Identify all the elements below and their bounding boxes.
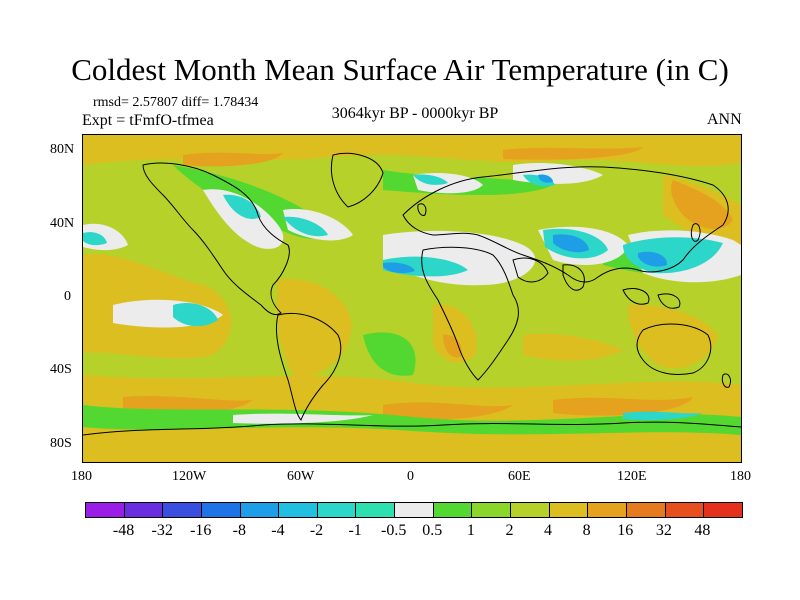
colorbar-label-1: -32 xyxy=(151,522,173,539)
colorbar-label-15: 48 xyxy=(694,522,711,539)
colorbar-label-4: -4 xyxy=(271,522,285,539)
colorbar-label-9: 1 xyxy=(466,522,475,539)
colorbar-box-5 xyxy=(279,503,318,517)
colorbar-label-11: 4 xyxy=(544,522,553,539)
hot-patches xyxy=(123,147,733,420)
colorbar-box-0 xyxy=(86,503,125,517)
colorbar-box-11 xyxy=(511,503,550,517)
coastlines xyxy=(83,152,741,436)
experiment-label: Expt = tFmfO-tfmea xyxy=(82,112,214,129)
period-label: 3064kyr BP - 0000kyr BP xyxy=(331,105,499,122)
colorbar-label-14: 32 xyxy=(655,522,672,539)
x-label-120w: 120W xyxy=(172,469,207,484)
stats-text: rmsd= 2.57807 diff= 1.78434 xyxy=(93,95,259,110)
colorbar-label-6: -1 xyxy=(348,522,362,539)
colorbar-label-7: -0.5 xyxy=(381,522,407,539)
colorbar-box-12 xyxy=(549,503,589,517)
colorbar-label-2: -16 xyxy=(190,522,212,539)
colorbar-box-3 xyxy=(201,503,241,517)
y-label-40s: 40S xyxy=(50,362,72,377)
colorbar-box-6 xyxy=(317,503,357,517)
map-title: Coldest Month Mean Surface Air Temperatu… xyxy=(71,52,729,87)
colorbar-box-4 xyxy=(240,503,280,517)
colorbar-box-7 xyxy=(356,503,396,517)
x-label-180e: 180 xyxy=(730,469,751,484)
colorbar-box-8 xyxy=(395,503,434,517)
colorbar-box-2 xyxy=(163,503,202,517)
cold-patches xyxy=(383,174,668,274)
y-label-0: 0 xyxy=(64,289,71,304)
colorbar-label-13: 16 xyxy=(617,522,634,539)
colorbar-box-16 xyxy=(704,503,742,517)
colorbar-box-10 xyxy=(472,503,512,517)
x-label-120e: 120E xyxy=(617,469,647,484)
colorbar-label-8: 0.5 xyxy=(422,522,443,539)
colorbar-label-0: -48 xyxy=(112,522,135,539)
colorbar xyxy=(85,502,743,518)
colorbar-label-5: -2 xyxy=(309,522,324,539)
colorbar-box-1 xyxy=(124,503,164,517)
colorbar-box-13 xyxy=(588,503,627,517)
colorbar-box-9 xyxy=(433,503,473,517)
x-label-60w: 60W xyxy=(287,469,315,484)
colorbar-label-10: 2 xyxy=(505,522,514,539)
temperature-map xyxy=(82,134,742,463)
x-label-0: 0 xyxy=(407,469,414,484)
y-label-80n: 80N xyxy=(50,142,75,157)
colorbar-box-14 xyxy=(626,503,666,517)
y-label-40n: 40N xyxy=(50,216,75,231)
x-label-180w: 180 xyxy=(71,469,92,484)
colorbar-label-3: -8 xyxy=(232,522,247,539)
season-label: ANN xyxy=(707,111,742,128)
x-label-60e: 60E xyxy=(508,469,531,484)
colorbar-box-15 xyxy=(665,503,705,517)
colorbar-label-12: 8 xyxy=(582,522,591,539)
y-label-80s: 80S xyxy=(50,436,72,451)
